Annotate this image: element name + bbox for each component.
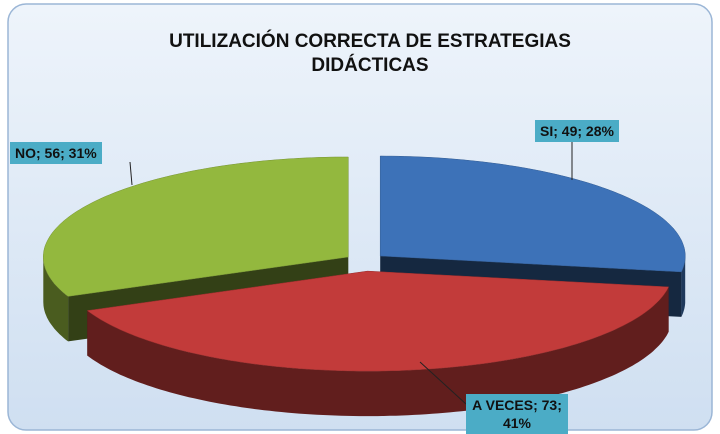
data-label: SI; 49; 28% [535,120,619,142]
slice [43,156,349,297]
slice [379,155,686,273]
slice-side [681,256,686,317]
slice-side [87,286,669,417]
data-label: A VECES; 73; 41% [466,394,568,434]
slice-side [43,257,69,342]
pie [43,155,686,417]
slice [86,270,669,372]
leader-line [419,361,467,405]
data-label: NO; 56; 31% [10,142,102,164]
leader-line [129,161,133,186]
chart-title: UTILIZACIÓN CORRECTA DE ESTRATEGIAS DIDÁ… [169,31,571,76]
